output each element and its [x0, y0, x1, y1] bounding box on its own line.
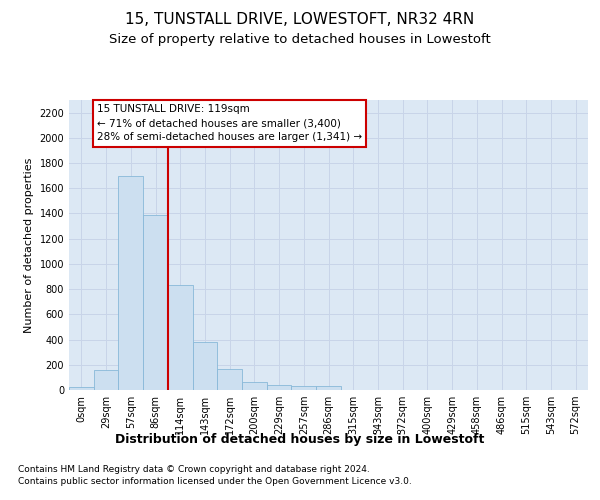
- Text: Size of property relative to detached houses in Lowestoft: Size of property relative to detached ho…: [109, 32, 491, 46]
- Text: Contains public sector information licensed under the Open Government Licence v3: Contains public sector information licen…: [18, 478, 412, 486]
- Text: 15, TUNSTALL DRIVE, LOWESTOFT, NR32 4RN: 15, TUNSTALL DRIVE, LOWESTOFT, NR32 4RN: [125, 12, 475, 28]
- Bar: [193, 342, 217, 390]
- Bar: [217, 369, 242, 390]
- Text: Distribution of detached houses by size in Lowestoft: Distribution of detached houses by size …: [115, 432, 485, 446]
- Text: 15 TUNSTALL DRIVE: 119sqm
← 71% of detached houses are smaller (3,400)
28% of se: 15 TUNSTALL DRIVE: 119sqm ← 71% of detac…: [97, 104, 362, 142]
- Y-axis label: Number of detached properties: Number of detached properties: [24, 158, 34, 332]
- Bar: [143, 214, 168, 390]
- Bar: [242, 382, 267, 390]
- Bar: [94, 370, 118, 390]
- Bar: [168, 284, 193, 390]
- Bar: [267, 385, 292, 390]
- Bar: [69, 388, 94, 390]
- Bar: [292, 386, 316, 390]
- Bar: [118, 176, 143, 390]
- Bar: [316, 386, 341, 390]
- Text: Contains HM Land Registry data © Crown copyright and database right 2024.: Contains HM Land Registry data © Crown c…: [18, 465, 370, 474]
